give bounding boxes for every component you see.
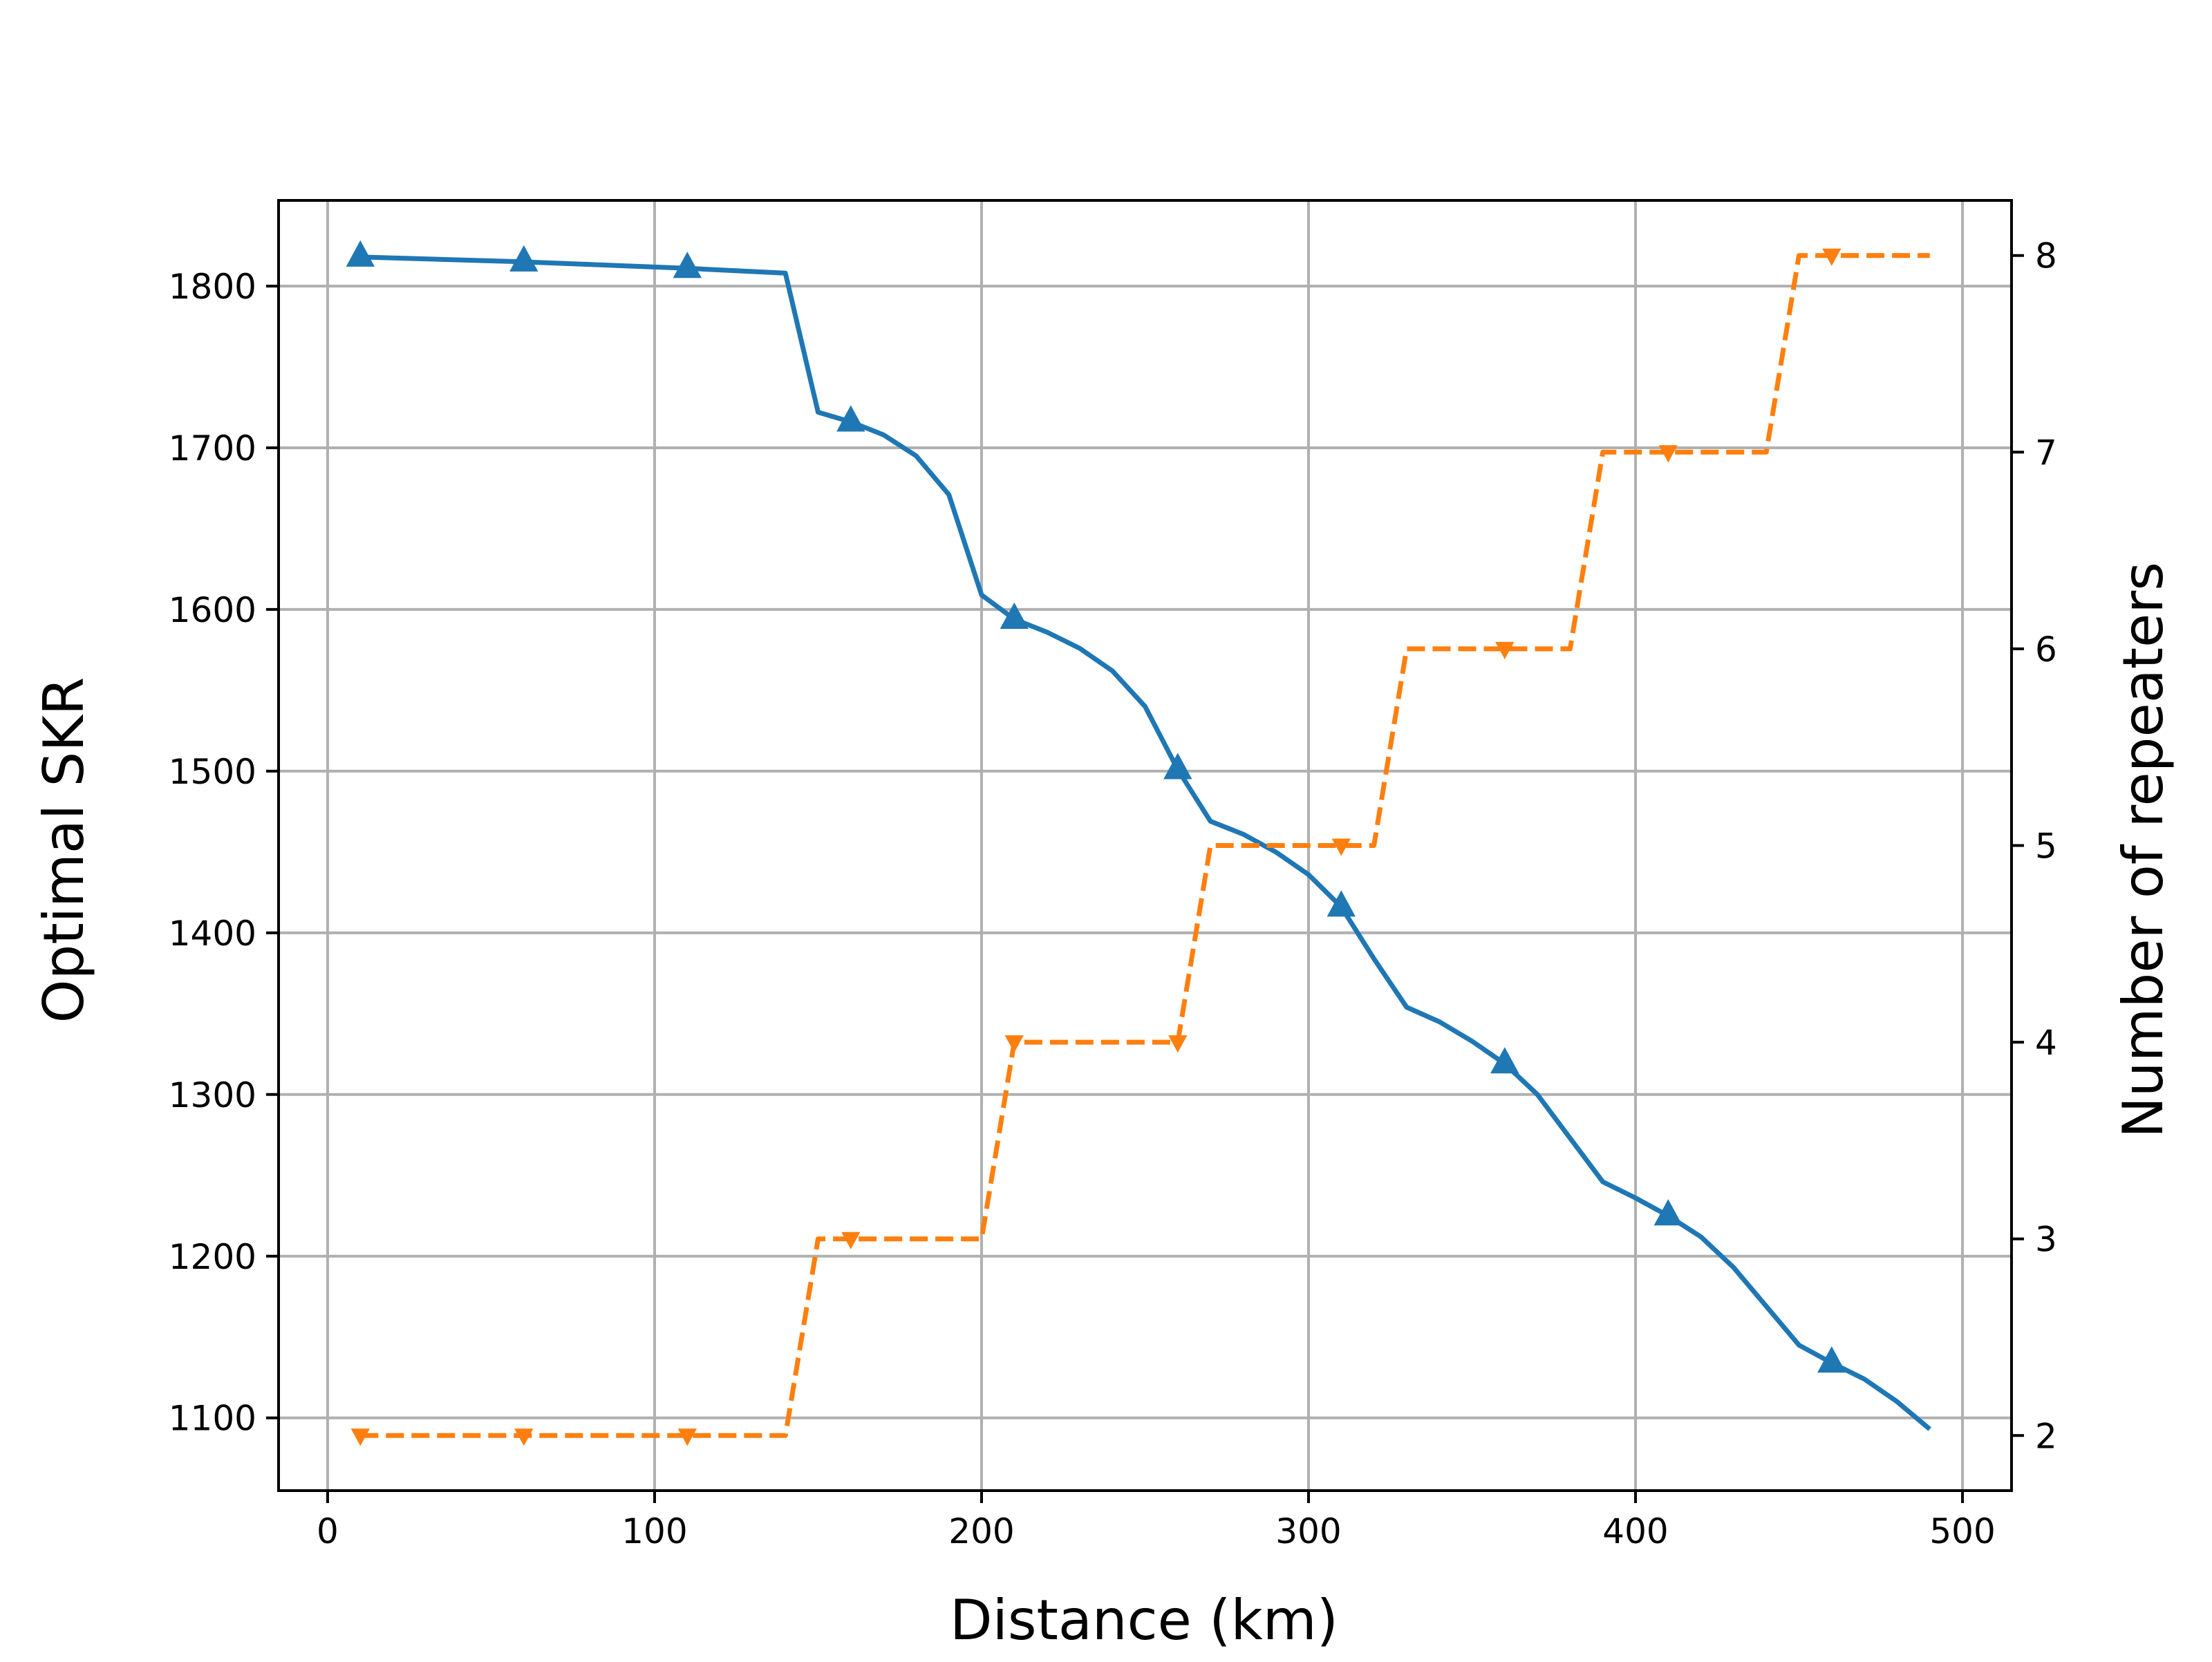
x-axis-label: Distance (km) — [950, 1588, 1338, 1652]
x-tick-label: 200 — [948, 1511, 1014, 1551]
series-2-marker — [677, 1428, 697, 1446]
y2-tick-label: 5 — [2035, 827, 2057, 867]
y-tick-label: 1400 — [169, 914, 256, 954]
series-2-marker — [1822, 248, 1841, 266]
series-1-marker — [836, 405, 865, 432]
y2-tick-label: 8 — [2035, 236, 2057, 276]
plot-frame — [277, 199, 2013, 1492]
series-1-marker — [1163, 753, 1192, 780]
y2-tick-label: 7 — [2035, 433, 2057, 473]
series-2-marker — [841, 1231, 861, 1249]
series-1-marker — [1817, 1346, 1846, 1373]
series-1-marker — [1000, 602, 1029, 629]
y2-tick-label: 4 — [2035, 1023, 2057, 1063]
series-2-marker — [514, 1428, 534, 1446]
series-1-marker — [509, 245, 538, 272]
y2-tick-label: 2 — [2035, 1416, 2057, 1456]
series-1-marker — [1327, 890, 1356, 917]
series-layer — [346, 240, 1931, 1446]
x-tick-label: 500 — [1929, 1511, 1995, 1551]
series-2-line — [360, 253, 1930, 1438]
y2-tick-label: 6 — [2035, 630, 2057, 670]
x-tick-label: 0 — [317, 1511, 339, 1551]
series-2-marker — [1331, 838, 1351, 856]
series-2-marker — [350, 1428, 370, 1446]
y-tick-label: 1700 — [169, 428, 256, 469]
y-tick-label: 1300 — [169, 1075, 256, 1115]
y-tick-label: 1200 — [169, 1237, 256, 1277]
y-tick-label: 1500 — [169, 752, 256, 792]
y-tick-label: 1100 — [169, 1399, 256, 1439]
x-tick-label: 100 — [621, 1511, 687, 1551]
series-2-marker — [1495, 641, 1515, 659]
x-tick-label: 300 — [1275, 1511, 1341, 1551]
series-2-marker — [1168, 1035, 1188, 1053]
y-tick-label: 1600 — [169, 590, 256, 630]
y-tick-label: 1800 — [169, 267, 256, 307]
y-axis-label: Optimal SKR — [32, 677, 96, 1023]
series-1-marker — [1653, 1199, 1683, 1226]
series-2-marker — [1658, 445, 1678, 463]
y2-axis-label: Number of repeaters — [2111, 562, 2175, 1138]
series-1-marker — [346, 240, 375, 267]
series-1-marker — [1490, 1047, 1519, 1074]
series-1-line — [360, 254, 1931, 1431]
x-tick-label: 400 — [1602, 1511, 1668, 1551]
series-1-marker — [673, 252, 702, 278]
axis-ticks: 0 100 200 300 400 500 1100 1200 1300 1400 1500 1600… — [169, 236, 2057, 1551]
grid-lines — [279, 200, 2012, 1491]
y2-tick-label: 3 — [2035, 1220, 2057, 1260]
series-2-marker — [1004, 1035, 1024, 1053]
